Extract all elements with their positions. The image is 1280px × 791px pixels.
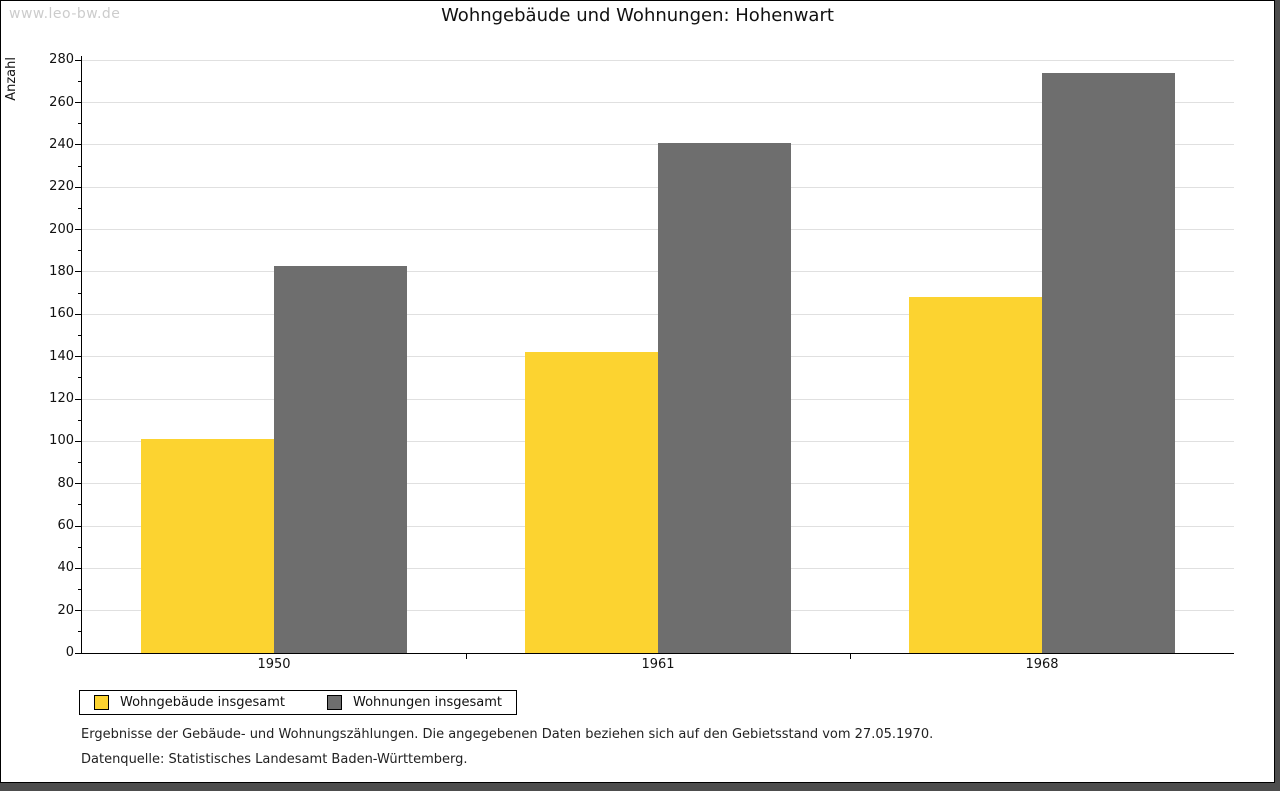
y-tick-label-20: 20 — [57, 602, 74, 618]
y-tick-label-180: 180 — [49, 263, 74, 279]
y-major-tick-100 — [75, 440, 81, 442]
y-minor-tick-30 — [78, 589, 81, 590]
y-axis-label: Anzahl — [4, 57, 19, 101]
gridline-260 — [82, 102, 1234, 104]
y-major-tick-180 — [75, 271, 81, 273]
y-major-tick-140 — [75, 356, 81, 358]
legend-item-wohnungen: Wohnungen insgesamt — [327, 695, 502, 710]
y-major-tick-260 — [75, 102, 81, 104]
y-minor-tick-250 — [78, 123, 81, 125]
y-major-tick-200 — [75, 229, 81, 231]
chart-title: Wohngebäude und Wohnungen: Hohenwart — [441, 5, 834, 26]
y-tick-label-0: 0 — [65, 645, 74, 660]
y-major-tick-240 — [75, 144, 81, 146]
x-tick-label-1968: 1968 — [1025, 657, 1059, 672]
y-tick-label-120: 120 — [49, 391, 74, 406]
watermark: www.leo-bw.de — [9, 6, 121, 22]
bar-wohngebäude-1968 — [908, 297, 1042, 653]
x-boundary-tick-1 — [466, 654, 467, 659]
y-tick-label-80: 80 — [57, 475, 74, 491]
y-major-tick-220 — [75, 186, 81, 188]
y-tick-label-260: 260 — [49, 94, 74, 110]
y-major-tick-80 — [75, 483, 81, 485]
y-minor-tick-150 — [78, 334, 81, 336]
legend-item-wohngebaeude: Wohngebäude insgesamt — [94, 695, 285, 710]
y-tick-label-40: 40 — [57, 560, 74, 576]
legend-swatch-wohngebaeude — [94, 695, 109, 710]
y-minor-tick-110 — [78, 419, 81, 421]
y-tick-label-200: 200 — [49, 221, 74, 237]
footnote-gebietsstand: Ergebnisse der Gebäude- und Wohnungszähl… — [81, 727, 934, 742]
y-minor-tick-190 — [78, 250, 81, 252]
y-major-tick-120 — [75, 398, 81, 400]
y-minor-tick-50 — [78, 546, 81, 548]
y-major-tick-60 — [75, 525, 81, 527]
y-minor-tick-210 — [78, 207, 81, 209]
y-tick-label-60: 60 — [57, 518, 74, 533]
y-tick-label-160: 160 — [49, 306, 74, 322]
legend: Wohngebäude insgesamt Wohnungen insgesam… — [79, 690, 517, 715]
y-minor-tick-270 — [78, 80, 81, 82]
y-minor-tick-130 — [78, 377, 81, 379]
y-tick-label-220: 220 — [49, 179, 74, 195]
y-minor-tick-170 — [78, 292, 81, 294]
y-tick-label-140: 140 — [49, 348, 74, 364]
x-tick-label-1961: 1961 — [641, 657, 675, 672]
y-minor-tick-70 — [78, 504, 81, 506]
x-tick-label-1950: 1950 — [257, 657, 291, 672]
y-major-tick-280 — [75, 59, 81, 61]
gridline-280 — [82, 59, 1234, 61]
legend-label: Wohnungen insgesamt — [353, 695, 502, 710]
legend-swatch-wohnungen — [327, 695, 342, 710]
footnote-datenquelle: Datenquelle: Statistisches Landesamt Bad… — [81, 752, 468, 767]
y-major-tick-40 — [75, 567, 81, 569]
y-major-tick-0 — [75, 652, 81, 654]
y-major-tick-20 — [75, 610, 81, 612]
y-tick-label-100: 100 — [49, 433, 74, 449]
y-minor-tick-10 — [78, 631, 81, 633]
plot-area: 0 20 40 60 80 100 120 140 160 180 200 220 240 260 280 1… — [49, 52, 1234, 672]
y-tick-label-280: 280 — [49, 52, 74, 68]
y-tick-label-240: 240 — [49, 136, 74, 152]
y-major-tick-160 — [75, 313, 81, 315]
bar-wohnungen-1961 — [658, 142, 792, 653]
bar-wohngebäude-1950 — [140, 439, 274, 653]
bar-wohnungen-1968 — [1042, 73, 1176, 653]
legend-label: Wohngebäude insgesamt — [120, 695, 285, 710]
y-minor-tick-90 — [78, 462, 81, 463]
bar-wohngebäude-1961 — [524, 352, 658, 653]
bar-wohnungen-1950 — [274, 265, 408, 653]
x-boundary-tick-2 — [850, 654, 851, 659]
y-minor-tick-230 — [78, 165, 81, 167]
